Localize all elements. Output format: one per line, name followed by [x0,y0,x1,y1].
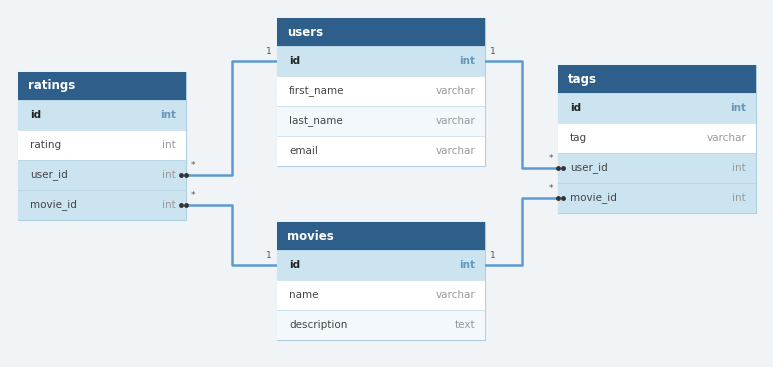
Text: *: * [191,161,196,170]
FancyBboxPatch shape [277,106,485,136]
FancyBboxPatch shape [18,130,186,160]
Text: int: int [732,193,746,203]
Text: user_id: user_id [570,163,608,174]
Text: id: id [570,103,581,113]
Text: int: int [732,163,746,173]
FancyBboxPatch shape [277,18,485,46]
Text: tag: tag [570,133,587,143]
Text: movies: movies [287,229,334,243]
FancyBboxPatch shape [558,183,756,213]
Text: user_id: user_id [30,170,68,181]
Text: *: * [549,184,553,193]
Text: varchar: varchar [435,290,475,300]
Text: users: users [287,25,323,39]
Text: first_name: first_name [289,86,345,97]
Text: int: int [162,170,176,180]
Text: name: name [289,290,318,300]
FancyBboxPatch shape [277,222,485,250]
FancyBboxPatch shape [18,72,186,100]
Text: tags: tags [568,73,597,86]
FancyBboxPatch shape [277,310,485,340]
FancyBboxPatch shape [18,190,186,220]
FancyBboxPatch shape [277,46,485,76]
FancyBboxPatch shape [18,160,186,190]
Text: varchar: varchar [435,146,475,156]
Text: id: id [30,110,41,120]
Text: 1: 1 [266,47,272,56]
Text: id: id [289,56,300,66]
FancyBboxPatch shape [277,76,485,106]
FancyBboxPatch shape [277,280,485,310]
Text: int: int [459,56,475,66]
Text: 1: 1 [266,251,272,260]
Text: int: int [459,260,475,270]
FancyBboxPatch shape [277,250,485,280]
Text: int: int [162,140,176,150]
Text: int: int [162,200,176,210]
Text: *: * [549,154,553,163]
FancyBboxPatch shape [558,93,756,123]
Text: movie_id: movie_id [570,193,617,203]
Text: 1: 1 [490,251,495,260]
FancyBboxPatch shape [558,65,756,93]
Text: email: email [289,146,318,156]
Text: varchar: varchar [435,86,475,96]
Text: varchar: varchar [435,116,475,126]
Text: int: int [160,110,176,120]
Text: id: id [289,260,300,270]
Text: *: * [191,191,196,200]
Text: movie_id: movie_id [30,200,77,210]
Text: last_name: last_name [289,116,342,127]
Text: rating: rating [30,140,61,150]
Text: varchar: varchar [707,133,746,143]
FancyBboxPatch shape [18,100,186,130]
Text: ratings: ratings [28,80,75,92]
Text: 1: 1 [490,47,495,56]
Text: int: int [730,103,746,113]
Text: text: text [455,320,475,330]
FancyBboxPatch shape [277,136,485,166]
FancyBboxPatch shape [558,123,756,153]
Text: description: description [289,320,347,330]
FancyBboxPatch shape [558,153,756,183]
